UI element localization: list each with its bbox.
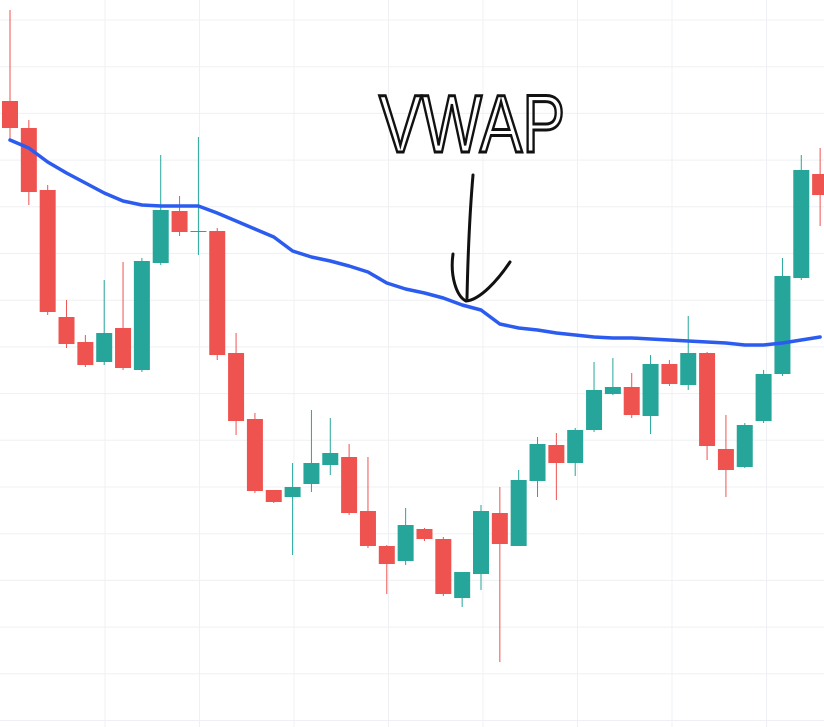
candle-body (642, 364, 659, 416)
candle-body (510, 480, 527, 546)
vwap-line (8, 138, 822, 347)
candle-body (190, 231, 207, 232)
candle-body (812, 174, 824, 195)
lines (8, 138, 822, 347)
candle-body (548, 445, 565, 463)
candle-body (246, 419, 263, 491)
candle-body (416, 529, 433, 539)
candle-body (20, 128, 37, 192)
candle-body (454, 572, 471, 598)
candle-body (77, 342, 94, 365)
candles (2, 10, 824, 662)
candle-body (661, 364, 678, 384)
candle-body (341, 457, 358, 513)
candle-body (680, 353, 697, 385)
candle-body (133, 261, 150, 370)
candle-body (2, 101, 18, 128)
candle-body (604, 387, 621, 394)
candle-body (284, 487, 301, 497)
candle-body (265, 490, 282, 502)
candle-body (435, 539, 452, 594)
candle-body (228, 353, 245, 421)
candle-body (567, 430, 584, 463)
candle-body (152, 210, 169, 263)
candle-body (774, 276, 791, 374)
candle-body (755, 374, 772, 421)
candle-body (209, 231, 226, 355)
candle-body (171, 211, 188, 232)
candle-body (586, 390, 603, 430)
candle-body (699, 353, 716, 446)
candle-body (473, 511, 489, 574)
candle-body (58, 317, 75, 344)
candle-body (303, 463, 320, 484)
candle-body (359, 511, 376, 546)
candle-body (322, 453, 339, 465)
candle-body (793, 170, 810, 278)
annotation: VWAP (379, 79, 565, 170)
candle-body (623, 387, 640, 415)
candle-body (378, 546, 395, 564)
candle-body (717, 449, 734, 470)
candle-body (96, 333, 113, 362)
candle-body (397, 525, 414, 561)
annotation-arrow (450, 173, 512, 303)
candle-body (736, 425, 753, 467)
candle-body (39, 190, 56, 312)
candle-body (491, 513, 508, 544)
candle-body (115, 328, 132, 368)
candle-body (529, 444, 546, 481)
